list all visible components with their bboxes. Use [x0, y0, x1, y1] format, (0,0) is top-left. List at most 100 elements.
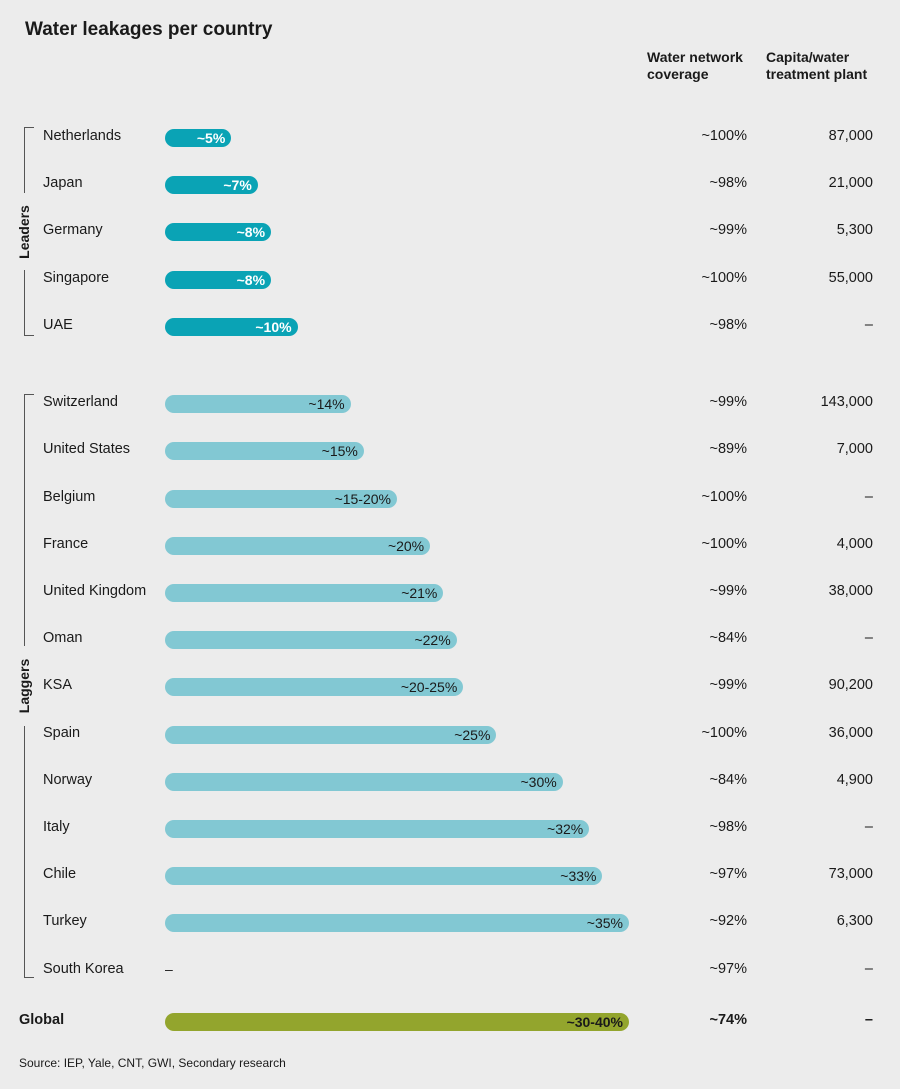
table-row: KSA ~20-25% ~99% 90,200	[0, 675, 900, 697]
bar-value-label: ~10%	[255, 319, 292, 335]
capita-value: –	[864, 317, 873, 333]
country-label: KSA	[43, 677, 73, 693]
coverage-value: ~74%	[709, 1012, 748, 1028]
country-label: France	[43, 536, 89, 552]
coverage-value: ~99%	[709, 222, 748, 238]
leakage-bar: ~20-25%	[165, 678, 464, 696]
table-row: Germany ~8% ~99% 5,300	[0, 220, 900, 242]
country-label: Belgium	[43, 489, 96, 505]
bar-value-label: ~30%	[520, 774, 557, 790]
leakage-bar: ~25%	[165, 726, 497, 744]
coverage-value: ~97%	[709, 961, 748, 977]
leakage-bar: ~5%	[165, 129, 232, 147]
country-label: Turkey	[43, 913, 87, 929]
table-row: Netherlands ~5% ~100% 87,000	[0, 126, 900, 148]
bar-value-label: ~20%	[387, 538, 425, 554]
leakage-bar: ~33%	[165, 867, 603, 885]
capita-header-line-2: treatment plant	[766, 66, 868, 82]
bar-value-label: ~25%	[454, 727, 491, 743]
leakage-bar: ~35%	[165, 914, 629, 932]
capita-value: 36,000	[828, 725, 873, 741]
global-row: Global ~30-40% ~74% –	[0, 1010, 900, 1032]
capita-value: 21,000	[828, 175, 873, 191]
table-row: South Korea – ~97% –	[0, 959, 900, 981]
coverage-value: ~99%	[709, 677, 748, 693]
country-label: Norway	[43, 772, 93, 788]
capita-value: 38,000	[828, 583, 873, 599]
coverage-value: ~100%	[701, 128, 747, 144]
capita-value: 5,300	[836, 222, 873, 238]
capita-header-line-1: Capita/water	[766, 49, 850, 65]
coverage-column-header: Water network coverage	[647, 49, 762, 83]
table-row: Spain ~25% ~100% 36,000	[0, 723, 900, 745]
source-note: Source: IEP, Yale, CNT, GWI, Secondary r…	[19, 1056, 286, 1070]
leaders-bracket-bottom-tick	[24, 335, 34, 336]
capita-value: 4,900	[836, 772, 873, 788]
leaders-bracket-lower-line	[24, 270, 25, 336]
leakage-bar: ~21%	[165, 584, 444, 602]
chart-title: Water leakages per country	[25, 19, 273, 40]
bar-value-label: ~20-25%	[400, 679, 458, 695]
coverage-value: ~100%	[701, 536, 747, 552]
capita-value: 87,000	[828, 128, 873, 144]
leakage-bar: ~22%	[165, 631, 457, 649]
laggers-bracket-top-tick	[24, 394, 34, 395]
table-row: Japan ~7% ~98% 21,000	[0, 173, 900, 195]
table-row: UAE ~10% ~98% –	[0, 315, 900, 337]
leakage-bar: ~8%	[165, 271, 272, 289]
table-row: Chile ~33% ~97% 73,000	[0, 864, 900, 886]
coverage-value: ~98%	[709, 317, 748, 333]
country-label: Singapore	[43, 270, 110, 286]
leakage-bar: ~30-40%	[165, 1013, 629, 1031]
capita-column-header: Capita/water treatment plant	[766, 49, 896, 83]
country-label: United Kingdom	[43, 583, 147, 599]
table-row: Singapore ~8% ~100% 55,000	[0, 268, 900, 290]
table-row: Turkey ~35% ~92% 6,300	[0, 911, 900, 933]
laggers-bracket-upper-line	[24, 394, 25, 646]
capita-value: 55,000	[828, 270, 873, 286]
coverage-value: ~89%	[709, 441, 748, 457]
capita-value: –	[864, 961, 873, 977]
capita-value: –	[864, 1012, 873, 1028]
capita-value: 90,200	[828, 677, 873, 693]
capita-value: 6,300	[836, 913, 873, 929]
coverage-value: ~84%	[709, 772, 748, 788]
country-label: Chile	[43, 866, 77, 882]
bar-value-label: ~21%	[401, 585, 438, 601]
leakage-bar: ~15-20%	[165, 490, 397, 508]
country-label: Italy	[43, 819, 70, 835]
country-label: Netherlands	[43, 128, 122, 144]
leaders-bracket-top-tick	[24, 127, 34, 128]
country-label: Japan	[43, 175, 83, 191]
table-row: United Kingdom ~21% ~99% 38,000	[0, 581, 900, 603]
bar-value-label: ~35%	[586, 915, 623, 931]
leaders-bracket-upper-line	[24, 127, 25, 193]
capita-value: –	[864, 819, 873, 835]
capita-value: –	[864, 630, 873, 646]
leakage-bar: ~30%	[165, 773, 563, 791]
country-label: UAE	[43, 317, 73, 333]
bar-value-label: ~22%	[414, 632, 451, 648]
country-label: Germany	[43, 222, 103, 238]
table-row: United States ~15% ~89% 7,000	[0, 439, 900, 461]
table-row: France ~20% ~100% 4,000	[0, 534, 900, 556]
country-label: Global	[19, 1012, 65, 1028]
coverage-value: ~99%	[709, 583, 748, 599]
coverage-header-line-1: Water network	[647, 49, 743, 65]
coverage-value: ~98%	[709, 819, 748, 835]
capita-value: –	[864, 489, 873, 505]
leakage-bar: ~7%	[165, 176, 258, 194]
coverage-value: ~92%	[709, 913, 748, 929]
bar-value-label: ~15%	[321, 443, 358, 459]
coverage-value: ~100%	[701, 270, 747, 286]
table-row: Switzerland ~14% ~99% 143,000	[0, 392, 900, 414]
capita-value: 143,000	[820, 394, 873, 410]
table-row: Oman ~22% ~84% –	[0, 628, 900, 650]
bar-value-label: ~8%	[236, 224, 266, 240]
table-row: Belgium ~15-20% ~100% –	[0, 487, 900, 509]
leakage-bar: ~15%	[165, 442, 364, 460]
table-row: Norway ~30% ~84% 4,900	[0, 770, 900, 792]
bar-value-label: ~32%	[547, 821, 584, 837]
table-row: Italy ~32% ~98% –	[0, 817, 900, 839]
coverage-value: ~84%	[709, 630, 748, 646]
